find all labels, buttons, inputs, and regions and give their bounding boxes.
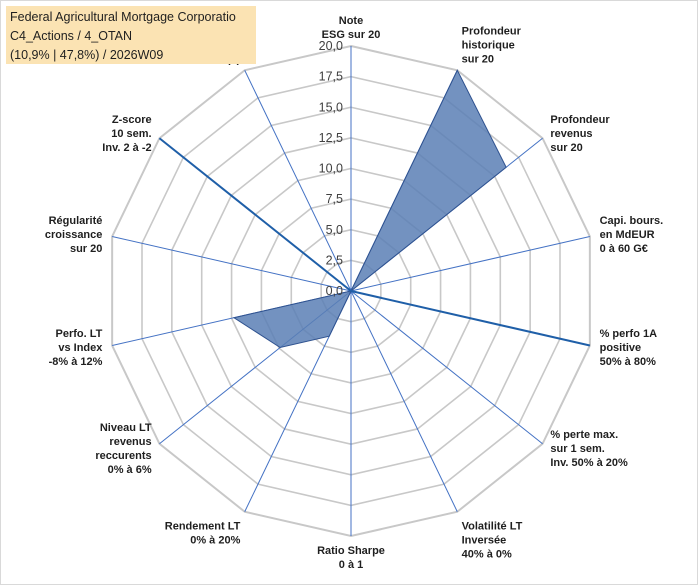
axis-label: Profondeur historique sur 20	[462, 25, 522, 65]
axis-label: Z-score 10 sem. Inv. 2 à -2	[102, 114, 151, 154]
series-spoke-line	[158, 137, 352, 292]
axis-label: % perfo 1A positive 50% à 80%	[600, 328, 658, 368]
tick-label: 10,0	[319, 162, 343, 176]
axis-label: Profondeur revenus sur 20	[550, 114, 610, 154]
axis-label: Capi. bours. en MdEUR 0 à 60 G€	[600, 215, 664, 255]
tick-label: 17,5	[319, 70, 343, 84]
tick-label: 20,0	[319, 39, 343, 53]
axis-label: Régularité croissance sur 20	[45, 215, 102, 255]
axis-label: Perfo. LT vs Index -8% à 12%	[49, 328, 104, 368]
radar-tick-labels: 0,0 2,5 5,0 7,5 10,0 12,5 15,0 17,5 20,0	[319, 39, 343, 298]
tick-label: 2,5	[326, 253, 343, 267]
tick-label: 15,0	[319, 100, 343, 114]
tick-label: 0,0	[326, 284, 343, 298]
company-name: Federal Agricultural Mortgage Corporatio	[10, 10, 236, 24]
chart-info-box: Federal Agricultural Mortgage Corporatio…	[6, 6, 256, 64]
radar-series	[158, 69, 591, 349]
axis-label: % perte max. sur 1 sem. Inv. 50% à 20%	[550, 429, 628, 469]
radar-spoke	[350, 290, 458, 512]
radar-spoke	[112, 235, 352, 292]
series-spoke-line	[350, 290, 591, 347]
tick-label: 5,0	[326, 223, 343, 237]
radar-spoke	[350, 290, 543, 445]
axis-label: Niveau LT revenus reccurents 0% à 6%	[95, 422, 152, 476]
axis-label: Volatilité LT Inversée 40% à 0%	[462, 521, 523, 561]
category-label: C4_Actions / 4_OTAN	[10, 29, 133, 43]
axis-label: Ratio Sharpe 0 à 1	[317, 545, 385, 571]
radar-spoke	[244, 70, 352, 292]
radar-spoke	[350, 235, 590, 292]
axis-label: Rendement LT 0% à 20%	[165, 521, 241, 547]
stats-label: (10,9% | 47,8%) / 2026W09	[10, 48, 164, 62]
tick-label: 7,5	[326, 192, 343, 206]
axis-label: Note ESG sur 20	[322, 15, 381, 41]
radar-axis-labels: Note ESG sur 20 Profondeur historique sur 20…	[45, 15, 663, 571]
tick-label: 12,5	[319, 131, 343, 145]
